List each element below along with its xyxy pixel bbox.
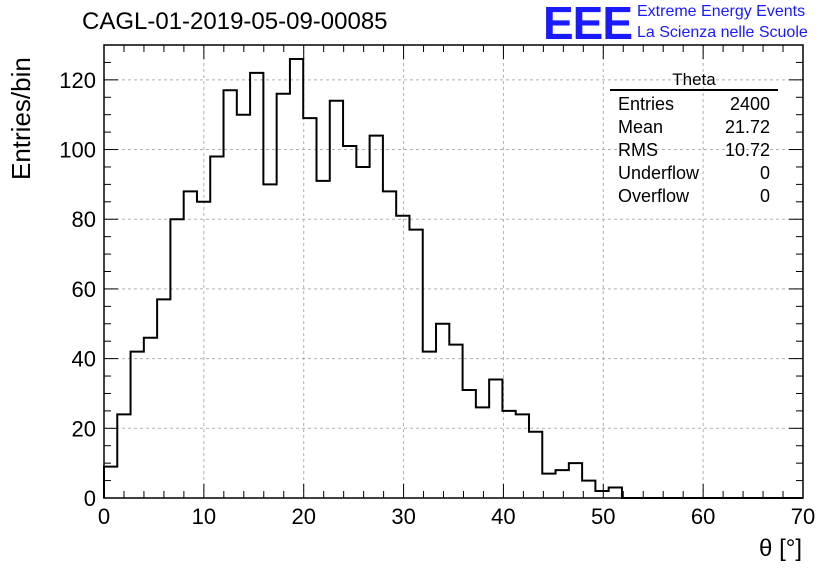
histogram-bin [476,407,489,498]
histogram-bin [330,101,343,498]
histogram-bin [144,338,157,498]
stats-label: Entries [618,94,675,114]
stats-row-entries: Entries 2400 [610,93,778,116]
x-tick-label: 10 [192,504,216,529]
histogram-bin [356,167,369,498]
y-tick-label: 60 [72,277,96,302]
x-tick-label: 50 [591,504,615,529]
y-tick-label: 100 [59,138,96,163]
stats-value: 0 [759,163,770,183]
histogram-bin [582,481,595,498]
histogram-bin [529,432,542,498]
x-tick-label: 40 [491,504,515,529]
stats-value: 0 [759,186,770,206]
chart-title: CAGL-01-2019-05-09-00085 [82,8,388,35]
stats-row-overflow: Overflow 0 [610,185,778,208]
y-tick-label: 0 [84,486,96,511]
histogram-bin [237,115,250,498]
x-tick-label: 0 [98,504,110,529]
x-tick-label: 70 [791,504,815,529]
logo-line-1: Extreme Energy Events [637,3,806,20]
histogram-bin [250,73,263,498]
histogram-bin [423,352,436,498]
x-tick-label: 60 [691,504,715,529]
histogram-bin [290,59,303,498]
y-tick-label: 120 [59,68,96,93]
histogram-bin [516,414,529,498]
y-tick-label: 80 [72,207,96,232]
histogram-bin [595,491,608,498]
histogram-bin [157,299,170,498]
stats-box: Theta Entries 2400 Mean 21.72 RMS 10.72 … [610,70,778,208]
histogram-bin [224,90,237,498]
histogram-bin [609,488,622,498]
histogram-bin [370,136,383,498]
y-axis-label: Entries/bin [6,57,36,180]
stats-label: Underflow [618,163,700,183]
stats-row-mean: Mean 21.72 [610,116,778,139]
histogram-bin [383,191,396,498]
histogram-bin [104,467,117,498]
histogram-bin [210,157,223,498]
histogram-bin [277,94,290,498]
histogram-bin [569,463,582,498]
histogram-bin [502,411,515,498]
histogram-bin [184,191,197,498]
y-tick-label: 20 [72,416,96,441]
histogram-bin [436,324,449,498]
histogram-bin [463,390,476,498]
stats-label: Mean [618,117,664,137]
x-axis-label: θ [°] [759,535,802,562]
stats-value: 10.72 [724,140,770,160]
stats-value: 2400 [729,94,770,114]
histogram-bin [542,474,555,498]
logo-line-2: La Scienza nelle Scuole [637,24,808,41]
histogram-bin [489,380,502,498]
stats-box-title: Theta [610,70,778,91]
stats-label: Overflow [618,186,690,206]
stats-value: 21.72 [724,117,770,137]
y-tick-label: 40 [72,347,96,372]
x-tick-label: 30 [391,504,415,529]
x-tick-label: 20 [291,504,315,529]
histogram-bin [343,146,356,498]
stats-label: RMS [618,140,658,160]
histogram-bin [316,181,329,498]
eee-logo: EEE [543,0,633,49]
histogram-bin [396,216,409,498]
histogram-bin [131,352,144,498]
histogram-bin [117,414,130,498]
histogram-bin [449,345,462,498]
histogram-bin [556,470,569,498]
stats-row-rms: RMS 10.72 [610,139,778,162]
histogram-outline [103,57,803,499]
stats-row-underflow: Underflow 0 [610,162,778,185]
histogram-bin [409,230,422,498]
histogram-bin [263,184,276,498]
histogram-bin [303,118,316,498]
